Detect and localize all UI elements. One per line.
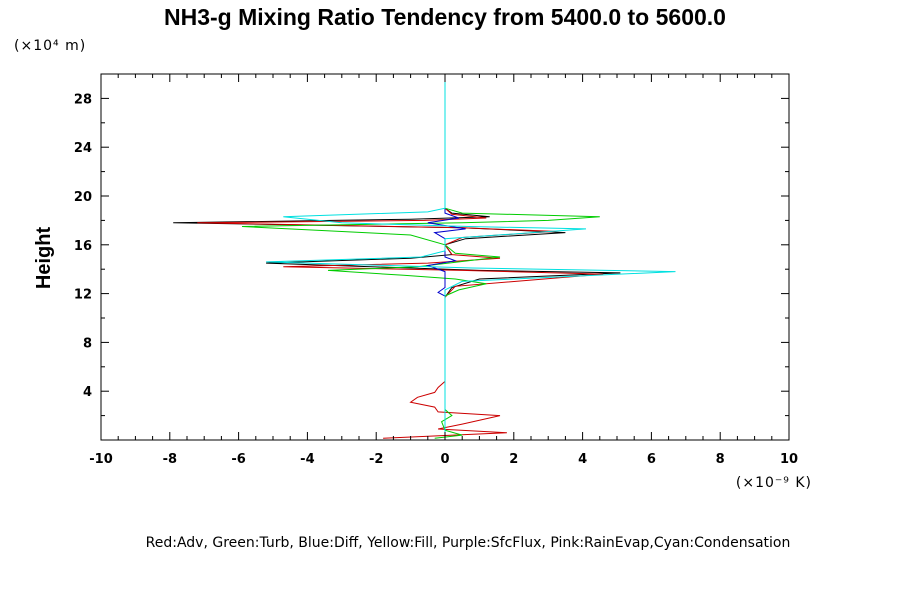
x-tick-label: -6 — [231, 452, 245, 467]
series-line-adv — [197, 207, 604, 439]
chart-title: NH3-g Mixing Ratio Tendency from 5400.0 … — [164, 4, 726, 30]
x-tick-label: -10 — [89, 452, 113, 467]
x-tick-label: -2 — [369, 452, 383, 467]
x-tick-label: 2 — [509, 452, 518, 467]
series-layer — [173, 74, 676, 440]
x-tick-label: 6 — [647, 452, 656, 467]
series-line-condensation — [266, 74, 676, 440]
y-tick-label: 20 — [74, 190, 92, 205]
series-line-turb — [241, 207, 600, 439]
legend-text: Red:Adv, Green:Turb, Blue:Diff, Yellow:F… — [146, 535, 791, 551]
y-tick-labels: 4 8 12 16 20 24 28 — [74, 92, 92, 400]
y-axis-label: Height — [33, 227, 55, 290]
plot-frame — [100, 73, 790, 441]
y-tick-label: 8 — [83, 336, 92, 351]
y-tick-label: 12 — [74, 288, 92, 303]
x-tick-label: -8 — [163, 452, 177, 467]
x-unit-label: (×10⁻⁹ K) — [736, 475, 812, 491]
x-tick-label: 0 — [440, 452, 449, 467]
x-tick-label: -4 — [300, 452, 314, 467]
axes — [100, 74, 790, 440]
x-tick-labels: -10 -8 -6 -4 -2 0 2 4 6 8 10 — [89, 452, 798, 467]
y-tick-label: 28 — [74, 92, 92, 107]
series-line-total — [173, 74, 621, 440]
x-tick-label: 10 — [780, 452, 798, 467]
y-unit-label: (×10⁴ m) — [14, 38, 86, 54]
x-tick-label: 8 — [716, 452, 725, 467]
x-tick-label: 4 — [578, 452, 587, 467]
series-line-diff — [425, 74, 466, 440]
y-tick-label: 4 — [83, 385, 92, 400]
y-tick-label: 16 — [74, 239, 92, 254]
y-tick-label: 24 — [74, 141, 92, 156]
